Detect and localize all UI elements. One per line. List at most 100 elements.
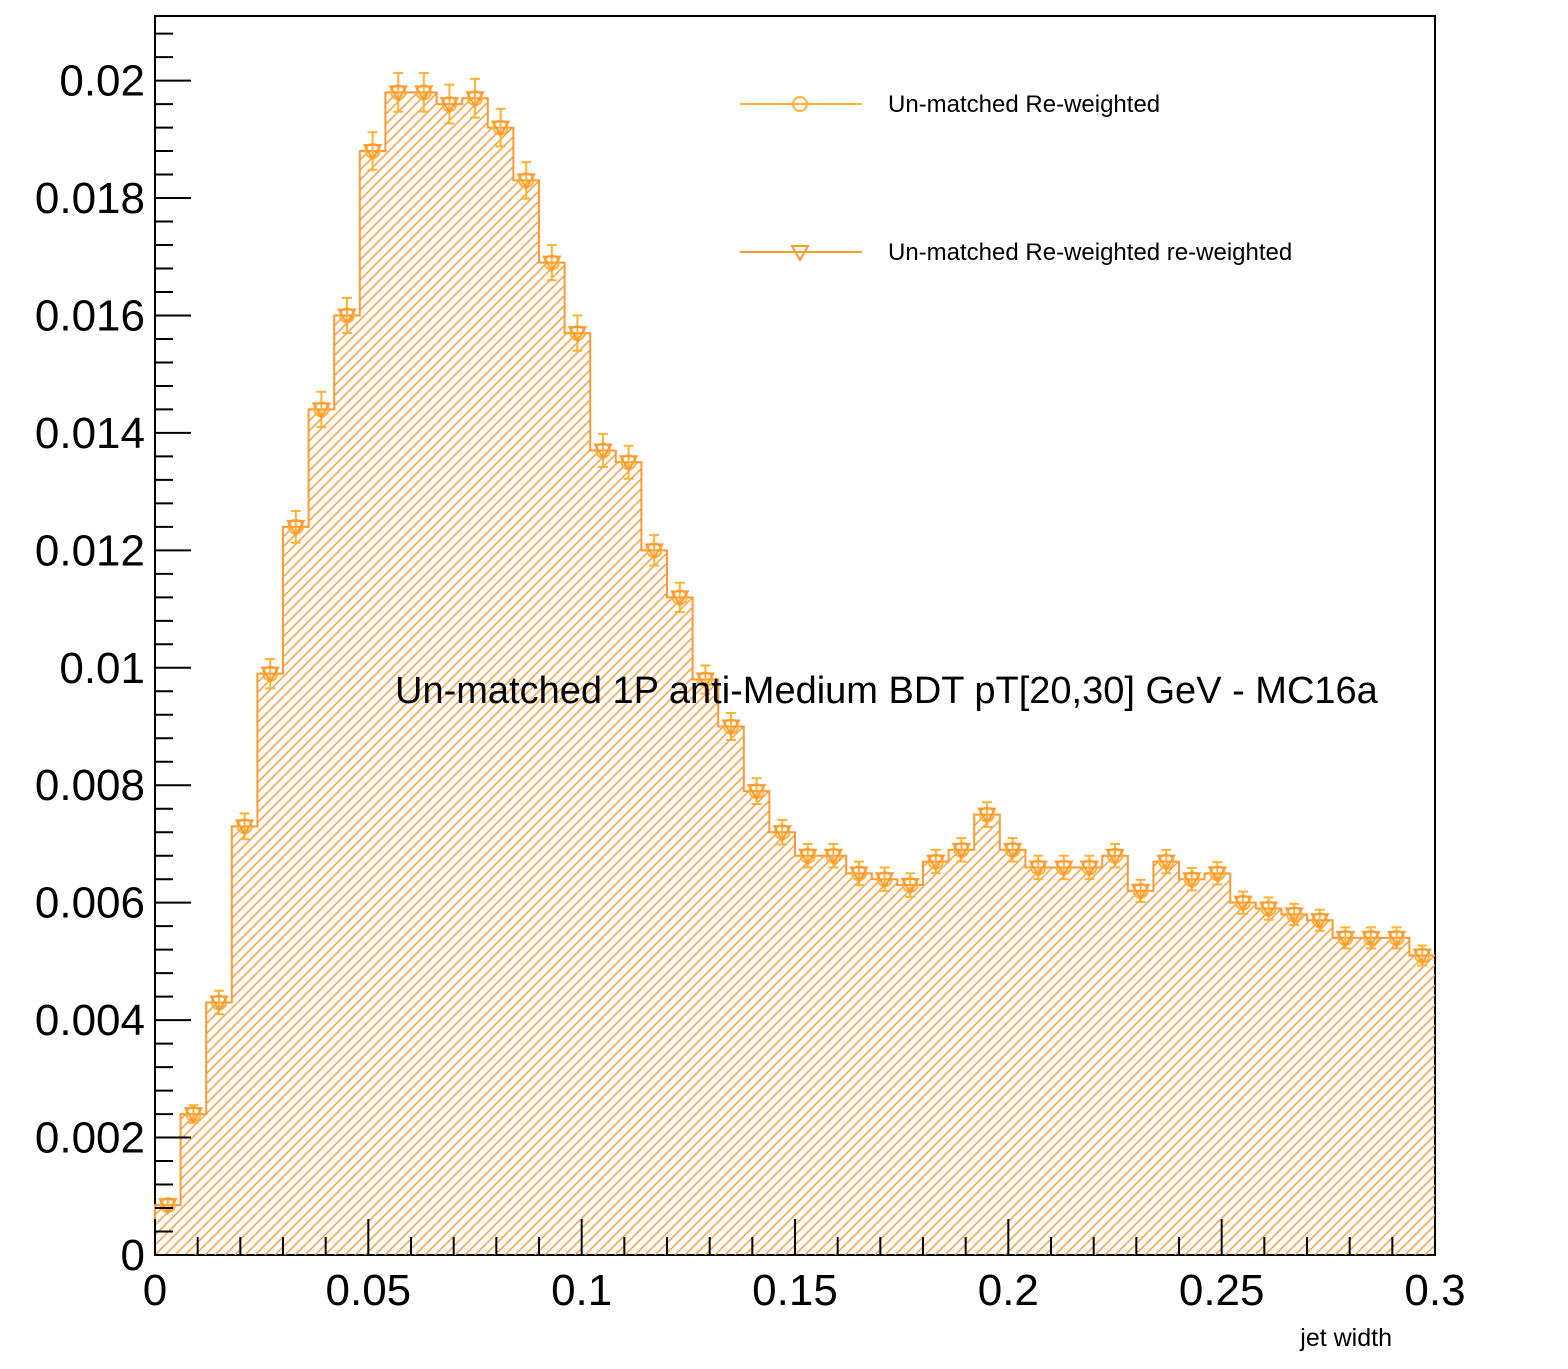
hist-bar <box>206 1002 232 1255</box>
data-point-triangle <box>951 842 972 860</box>
hist-bar <box>795 855 821 1255</box>
hist-bar <box>334 315 360 1255</box>
data-point-triangle <box>1335 930 1356 948</box>
hist-bar <box>999 849 1026 1255</box>
data-point-triangle <box>516 173 536 191</box>
y-tick-label: 0.006 <box>35 879 145 928</box>
legend-triangle-marker <box>790 245 810 263</box>
legend: Un-matched Re-weighted Un-matched Re-wei… <box>740 91 1292 266</box>
data-point-triangle <box>234 819 255 837</box>
hist-bar <box>871 879 898 1255</box>
hist-bar <box>1409 955 1435 1255</box>
y-tick-label: 0.008 <box>35 761 145 810</box>
data-point-triangle <box>490 120 511 138</box>
x-tick-label: 0 <box>143 1266 167 1315</box>
hist-bar <box>897 885 923 1255</box>
hist-bar <box>1025 867 1051 1255</box>
y-axis: 0 0.002 0.004 0.006 0.008 0.01 0.012 0.014 0.016… <box>35 32 191 1280</box>
y-tick-label: 0 <box>121 1231 145 1280</box>
data-point-triangle <box>183 1107 204 1125</box>
data-point-triangle <box>388 85 408 103</box>
data-point-triangle <box>1028 860 1048 878</box>
data-point-triangle <box>772 825 792 843</box>
data-point-triangle <box>414 85 434 103</box>
x-axis: 0 0.05 0.1 0.15 0.2 0.25 0.3 <box>143 1219 1466 1315</box>
hist-bar <box>283 526 309 1255</box>
hist-bar <box>513 180 539 1255</box>
legend-label-1: Un-matched Re-weighted <box>888 91 1160 118</box>
hist-bar <box>641 550 667 1255</box>
y-tick-label: 0.014 <box>35 409 145 458</box>
x-tick-label: 0.05 <box>326 1266 412 1315</box>
data-point-triangle <box>644 543 664 561</box>
hist-bar <box>1230 902 1256 1255</box>
data-point-triangle <box>1207 866 1228 884</box>
data-point-triangle <box>618 455 639 473</box>
legend-entry-2: Un-matched Re-weighted re-weighted <box>740 239 1292 266</box>
data-point-triangle <box>1079 860 1100 878</box>
hist-bar <box>1255 908 1282 1255</box>
data-point-triangle <box>798 848 818 866</box>
data-point-triangle <box>746 784 767 802</box>
hist-bar <box>743 791 770 1255</box>
hist-bar <box>1051 867 1077 1255</box>
hist-bar <box>692 679 719 1255</box>
x-tick-label: 0.3 <box>1404 1266 1465 1315</box>
hist-bar <box>948 849 975 1255</box>
y-tick-label: 0.01 <box>59 644 145 693</box>
data-point-triangle <box>1361 930 1381 948</box>
hist-bar <box>1332 937 1359 1255</box>
data-point-triangle <box>567 326 588 344</box>
data-point-triangle <box>977 807 997 825</box>
hist-bar <box>1383 937 1410 1255</box>
hist-bar <box>1281 914 1307 1255</box>
data-point-triangle <box>1002 842 1023 860</box>
data-point-triangle <box>1284 907 1304 925</box>
data-point-triangle <box>439 97 460 115</box>
hist-bar <box>667 597 693 1255</box>
data-point-triangle <box>286 519 306 537</box>
hist-bar <box>359 151 386 1255</box>
hist-bar <box>411 92 437 1255</box>
annotation-text: Un-matched 1P anti-Medium BDT pT[20,30] … <box>395 670 1379 712</box>
data-point-triangle <box>209 995 229 1013</box>
y-tick-label: 0.016 <box>35 291 145 340</box>
data-point-triangle <box>260 666 280 684</box>
hist-bar <box>923 861 949 1255</box>
hist-bar <box>846 873 872 1255</box>
hist-bar <box>462 98 488 1256</box>
hist-bar <box>231 826 258 1255</box>
data-point-triangle <box>823 848 844 866</box>
hist-bar <box>436 104 463 1255</box>
data-point-triangle <box>670 590 690 608</box>
error-bars-layer <box>162 71 1428 1212</box>
data-point-triangle <box>1105 848 1125 866</box>
data-point-triangle <box>1310 913 1330 931</box>
data-point-triangle <box>1412 948 1432 966</box>
x-tick-label: 0.2 <box>978 1266 1039 1315</box>
data-point-triangle <box>1258 901 1279 919</box>
hist-bar <box>385 92 411 1255</box>
markers-layer <box>158 84 1432 1216</box>
hist-bar <box>590 450 616 1256</box>
data-point-triangle <box>695 672 716 690</box>
hist-bar <box>1358 937 1384 1255</box>
y-tick-label: 0.012 <box>35 526 145 575</box>
hist-bar <box>1127 890 1154 1255</box>
hist-bar <box>487 127 514 1255</box>
legend-entry-1: Un-matched Re-weighted <box>740 91 1160 118</box>
hist-bar <box>615 462 642 1255</box>
legend-label-2: Un-matched Re-weighted re-weighted <box>888 239 1292 266</box>
hist-bar <box>1102 855 1128 1255</box>
data-point-triangle <box>337 308 357 326</box>
hist-bar <box>308 409 335 1256</box>
x-tick-label: 0.1 <box>551 1266 612 1315</box>
hist-fill-layer <box>155 92 1435 1256</box>
data-point-triangle <box>900 878 920 896</box>
hist-bar <box>718 726 744 1255</box>
hist-bar <box>564 333 591 1255</box>
hist-bar <box>1204 873 1231 1255</box>
y-tick-label: 0.002 <box>35 1114 145 1163</box>
hist-bar <box>1179 879 1205 1255</box>
